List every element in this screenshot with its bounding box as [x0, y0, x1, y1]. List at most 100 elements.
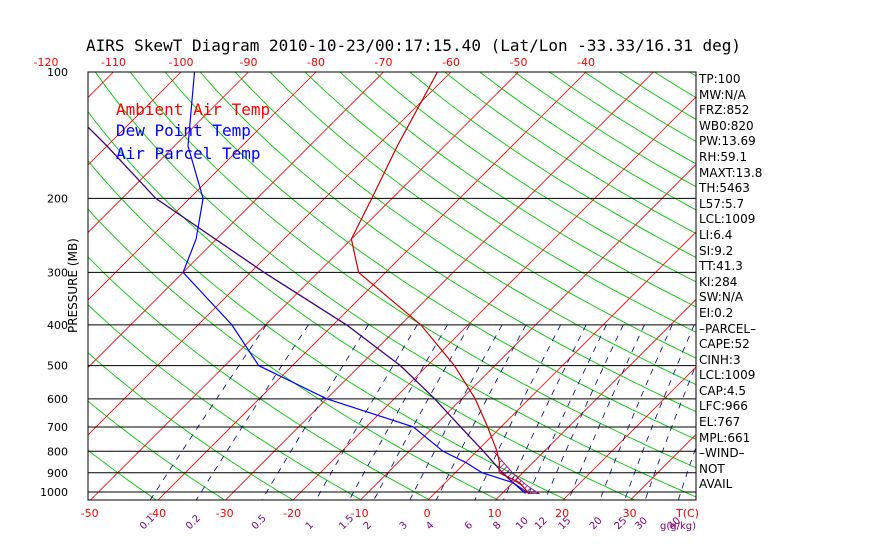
pressure-tick-label: 700: [47, 421, 68, 434]
dry-adiabat: [88, 208, 500, 500]
mixing-ratio-line: [525, 324, 607, 500]
stability-indices-panel: TP:100 MW:N/A FRZ:852 WB0:820 PW:13.69 RH:59.…: [699, 72, 762, 493]
dry-adiabat: [304, 72, 696, 333]
dry-adiabat: [269, 72, 696, 359]
isotherm: [0, 72, 46, 501]
pressure-tick-label: 300: [47, 266, 68, 279]
top-temp-tick-label: -40: [577, 56, 595, 69]
mixing-ratio-line: [624, 324, 695, 500]
mixing-ratio-tick-label: 10: [514, 515, 531, 532]
pressure-tick-label: 1000: [40, 486, 68, 499]
index-item: L57:5.7: [699, 196, 745, 211]
top-temp-tick-label: -110: [101, 56, 126, 69]
top-temp-tick-label: -60: [442, 56, 460, 69]
isotherm: [359, 163, 696, 500]
bottom-temp-tick-label: -50: [81, 507, 99, 520]
top-temp-tick-label: -90: [240, 56, 258, 69]
isotherm: [88, 72, 384, 369]
dry-adiabat: [374, 72, 696, 283]
isotherm: [494, 298, 696, 500]
dry-adiabat: [479, 72, 696, 211]
mixing-ratio-line: [435, 324, 527, 500]
top-temp-tick-label: -70: [375, 56, 393, 69]
mixing-ratio-tick-label: 2: [362, 520, 374, 532]
sounding-profiles: [88, 72, 530, 495]
bottom-temp-tick-label: -10: [351, 507, 369, 520]
mixing-ratio-line: [409, 324, 503, 500]
dry-adiabat: [514, 72, 696, 188]
index-item: MW:N/A: [699, 87, 746, 102]
dry-adiabat: [199, 72, 696, 413]
mixing-ratio-tick-label: 3: [398, 520, 410, 532]
mixing-ratio-line: [348, 324, 448, 500]
dry-adiabat: [88, 304, 363, 500]
index-item: LFC:966: [699, 399, 748, 414]
dry-adiabat: [759, 72, 870, 501]
dry-adiabat: [234, 72, 696, 386]
dry-adiabat: [88, 449, 158, 500]
index-item: PW:13.69: [699, 134, 756, 149]
dry-adiabat: [94, 72, 696, 498]
legend-ambient-air-temp: Ambient Air Temp: [116, 100, 271, 119]
mixing-ratio-unit-label: g(g/kg): [660, 521, 696, 532]
isotherm: [765, 72, 870, 501]
mixing-ratio-line: [568, 324, 645, 500]
legend-air-parcel-temp: Air Parcel Temp: [116, 144, 261, 163]
index-item: LCL:1009: [699, 368, 756, 383]
dry-adiabat: [88, 110, 636, 500]
index-item: TH:5463: [699, 181, 750, 196]
bottom-temp-tick-label: 20: [555, 507, 569, 520]
parcel-temp-line: [88, 126, 530, 495]
index-item: –WIND–: [699, 446, 745, 461]
isotherm: [88, 72, 317, 301]
index-item: AVAIL: [699, 477, 733, 492]
bottom-unit-label: T(C): [675, 507, 699, 520]
isotherm-lines: [0, 72, 870, 501]
index-item: EI:0.2: [699, 305, 734, 320]
top-temp-tick-label: -50: [510, 56, 528, 69]
mixing-ratio-tick-label: 6: [463, 520, 475, 532]
top-temp-tick-label: -80: [307, 56, 325, 69]
index-item: MAXT:13.8: [699, 165, 763, 180]
dry-adiabat: [829, 72, 870, 501]
bottom-temp-tick-label: 30: [623, 507, 637, 520]
index-item: RH:59.1: [699, 149, 748, 164]
pressure-tick-label: 600: [47, 393, 68, 406]
pressure-tick-label: 400: [47, 319, 68, 332]
top-temp-tick-label: -100: [169, 56, 194, 69]
index-item: KI:284: [699, 274, 738, 289]
bottom-temp-tick-label: 0: [424, 507, 431, 520]
index-item: LCL:1009: [699, 212, 756, 227]
isotherm: [88, 72, 182, 166]
mixing-ratio-tick-label: 0.2: [184, 513, 203, 532]
index-item: MPL:661: [699, 430, 751, 445]
dry-adiabat: [164, 72, 696, 440]
index-item: SI:9.2: [699, 243, 734, 258]
mixing-ratio-line: [544, 324, 624, 500]
chart-title: AIRS SkewT Diagram 2010-10-23/00:17:15.4…: [86, 36, 742, 55]
index-item: CINH:3: [699, 352, 741, 367]
mixing-ratio-tick-label: 8: [491, 520, 503, 532]
dry-adiabat: [88, 256, 431, 500]
isotherm: [832, 72, 870, 501]
mixing-ratio-tick-label: 4: [424, 520, 436, 532]
dry-adiabat: [339, 72, 696, 308]
mixing-ratio-line: [261, 324, 369, 500]
y-axis-label: PRESSURE (MB): [66, 238, 80, 333]
isotherm: [562, 366, 696, 500]
index-item: –PARCEL–: [699, 321, 757, 336]
pressure-tick-label: 200: [47, 192, 68, 205]
mixing-ratio-line: [599, 324, 673, 500]
index-item: WB0:820: [699, 118, 754, 133]
dry-adiabat: [409, 72, 696, 258]
pressure-tick-label: 100: [47, 66, 68, 79]
mixing-ratio-tick-label: 20: [588, 515, 605, 532]
mixing-ratio-tick-label: 1: [304, 520, 316, 532]
bottom-temp-tick-label: -30: [216, 507, 234, 520]
legend-dew-point-temp: Dew Point Temp: [116, 121, 251, 140]
dry-adiabat: [864, 72, 870, 501]
top-temp-tick-label: -120: [34, 56, 59, 69]
mixing-ratio-line: [474, 324, 561, 500]
isotherm: [292, 96, 696, 500]
dewpoint-line: [182, 72, 526, 495]
